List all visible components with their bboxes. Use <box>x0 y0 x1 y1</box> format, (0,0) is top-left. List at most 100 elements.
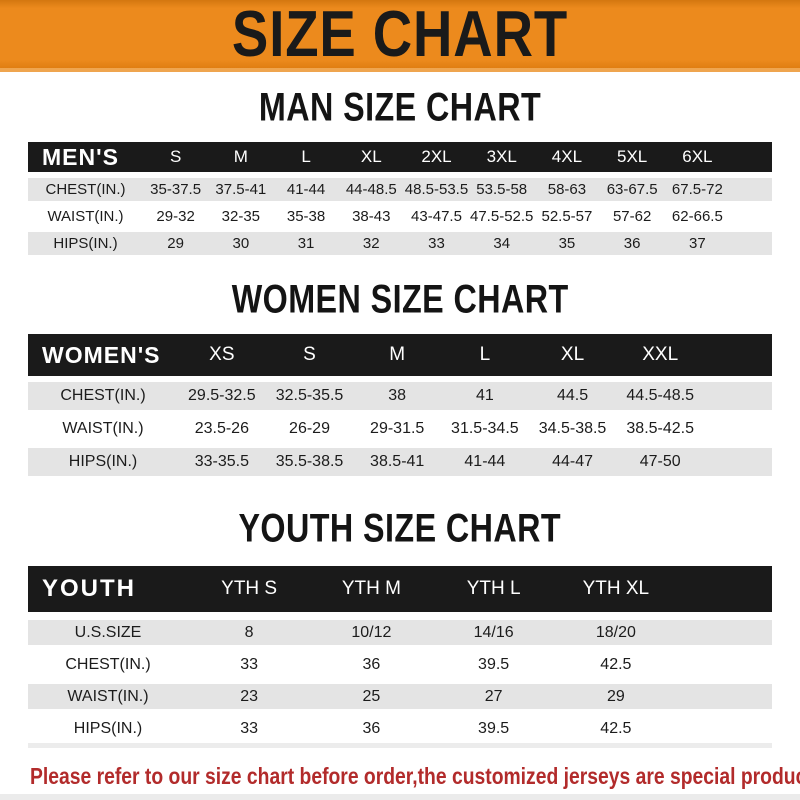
row-values: 29.5-32.5 32.5-35.5 38 41 44.5 44.5-48.5 <box>178 387 772 405</box>
size-value-cell: 23.5-26 <box>194 420 249 437</box>
size-value-cell: 29.5-32.5 <box>188 387 256 404</box>
size-value-cell: 27 <box>484 687 503 705</box>
row-values: 35-37.5 37.5-41 41-44 44-48.5 48.5-53.5 53.5-… <box>143 181 772 198</box>
size-column-header: 6XL <box>682 147 713 166</box>
table-row: U.S.SIZE 8 10/12 14/16 18/20 <box>28 620 772 645</box>
youth-table-label: YOUTH <box>42 575 136 602</box>
row-label: WAIST(IN.) <box>67 687 149 705</box>
size-value-cell: 42.5 <box>600 719 632 737</box>
table-row: WAIST(IN.) 23.5-26 26-29 29-31.5 31.5-34.5 34… <box>28 415 772 443</box>
mens-size-table: MEN'S S M L XL 2XL 3XL 4XL 5XL 6XL CHEST(IN.) 35-… <box>28 142 772 255</box>
table-row: WAIST(IN.) 29-32 32-35 35-38 38-43 43-47.5 47.… <box>28 205 772 228</box>
size-column-header: 4XL <box>551 147 583 166</box>
size-value-cell: 67.5-72 <box>671 181 723 198</box>
size-value-cell: 33-35.5 <box>194 453 249 470</box>
size-value-cell: 41-44 <box>286 181 326 198</box>
size-value-cell: 52.5-57 <box>541 208 593 225</box>
size-value-cell: 53.5-58 <box>476 181 528 198</box>
table-row: HIPS(IN.) 33 36 39.5 42.5 <box>28 716 772 741</box>
row-label: CHEST(IN.) <box>60 387 146 404</box>
table-row: CHEST(IN.) 29.5-32.5 32.5-35.5 38 41 44.5 44.5… <box>28 382 772 410</box>
size-chart-banner: SIZE CHART <box>0 0 800 72</box>
size-value-cell: 42.5 <box>600 655 632 673</box>
size-value-cell: 44.5 <box>556 387 589 404</box>
size-column-header: M <box>389 344 406 365</box>
youth-size-columns: YTH S YTH M YTH L YTH XL <box>188 578 772 600</box>
size-value-cell: 38.5-42.5 <box>626 420 694 437</box>
size-value-cell: 35 <box>558 235 576 252</box>
row-label: HIPS(IN.) <box>73 719 143 737</box>
size-value-cell: 29-32 <box>156 208 195 225</box>
row-values: 23 25 27 29 <box>188 688 772 706</box>
row-label: CHEST(IN.) <box>45 181 126 198</box>
size-column-header: XL <box>360 147 382 166</box>
size-value-cell: 39.5 <box>478 655 510 673</box>
size-value-cell: 44.5-48.5 <box>626 387 694 404</box>
size-column-header: YTH S <box>221 578 278 599</box>
size-value-cell: 10/12 <box>351 623 392 641</box>
table-row: WAIST(IN.) 23 25 27 29 <box>28 684 772 709</box>
row-values: 29 30 31 32 33 34 35 36 37 <box>143 235 772 252</box>
size-column-header: M <box>233 147 248 166</box>
size-column-header: 5XL <box>617 147 648 166</box>
size-column-header: XS <box>209 344 235 365</box>
size-value-cell: 37.5-41 <box>215 181 267 198</box>
size-value-cell: 44-47 <box>552 453 593 470</box>
row-values: 23.5-26 26-29 29-31.5 31.5-34.5 34.5-38.5 38.… <box>178 420 772 438</box>
size-value-cell: 31.5-34.5 <box>451 420 519 437</box>
size-value-cell: 57-62 <box>612 208 652 225</box>
size-value-cell: 18/20 <box>595 623 636 641</box>
size-column-header: 2XL <box>421 147 452 166</box>
size-column-header: XL <box>560 344 585 365</box>
table-row: CHEST(IN.) 35-37.5 37.5-41 41-44 44-48.5 48.5… <box>28 178 772 201</box>
row-label: WAIST(IN.) <box>47 208 124 225</box>
size-value-cell: 47-50 <box>639 453 681 470</box>
size-value-cell: 38-43 <box>352 208 391 225</box>
size-value-cell: 63-67.5 <box>606 181 658 198</box>
womens-table-header: WOMEN'S XS S M L XL XXL <box>28 334 772 376</box>
size-value-cell: 29 <box>167 235 184 252</box>
size-value-cell: 25 <box>362 687 381 705</box>
size-value-cell: 58-63 <box>547 181 587 198</box>
row-label: HIPS(IN.) <box>68 453 138 470</box>
row-values: 33-35.5 35.5-38.5 38.5-41 41-44 44-47 47-50 <box>178 453 772 471</box>
size-value-cell: 37 <box>689 235 706 252</box>
mens-table-header: MEN'S S M L XL 2XL 3XL 4XL 5XL 6XL <box>28 142 772 172</box>
womens-size-columns: XS S M L XL XXL <box>178 344 772 366</box>
size-value-cell: 41-44 <box>464 453 506 470</box>
size-value-cell: 48.5-53.5 <box>404 181 469 198</box>
size-value-cell: 14/16 <box>473 623 514 641</box>
disclaimer-line-1: Please refer to our size chart before or… <box>30 763 800 789</box>
table-row: CHEST(IN.) 33 36 39.5 42.5 <box>28 652 772 677</box>
row-values: 8 10/12 14/16 18/20 <box>188 624 772 642</box>
bottom-edge-strip <box>0 794 800 800</box>
row-label: CHEST(IN.) <box>65 655 151 673</box>
size-column-header: 3XL <box>486 147 517 166</box>
women-section-title: WOMEN SIZE CHART <box>231 277 569 323</box>
size-value-cell: 34 <box>493 235 511 252</box>
mens-size-columns: S M L XL 2XL 3XL 4XL 5XL 6XL <box>143 147 772 167</box>
size-column-header: L <box>479 344 491 365</box>
size-value-cell: 36 <box>362 719 381 737</box>
youth-section-title: YOUTH SIZE CHART <box>238 506 562 552</box>
size-value-cell: 39.5 <box>478 719 510 737</box>
size-column-header: XXL <box>642 344 679 365</box>
womens-table-rows: CHEST(IN.) 29.5-32.5 32.5-35.5 38 41 44.5 44.5… <box>28 382 772 476</box>
size-value-cell: 38 <box>388 387 407 404</box>
size-value-cell: 43-47.5 <box>411 208 462 225</box>
size-column-header: YTH L <box>466 578 521 599</box>
size-value-cell: 35.5-38.5 <box>275 453 344 470</box>
size-column-header: S <box>303 344 316 365</box>
youth-table-rows: U.S.SIZE 8 10/12 14/16 18/20 CHEST(IN.) 33 36 39… <box>28 620 772 748</box>
size-value-cell: 32.5-35.5 <box>275 387 344 404</box>
size-value-cell: 47.5-52.5 <box>470 208 534 225</box>
size-value-cell: 62-66.5 <box>671 208 723 225</box>
size-value-cell: 29 <box>606 687 625 705</box>
row-values: 33 36 39.5 42.5 <box>188 720 772 738</box>
row-label: HIPS(IN.) <box>53 235 118 252</box>
size-value-cell: 41 <box>475 387 494 404</box>
size-value-cell: 23 <box>240 687 259 705</box>
size-value-cell: 35-37.5 <box>150 181 202 198</box>
size-column-header: YTH M <box>341 578 401 599</box>
size-value-cell: 36 <box>623 235 641 252</box>
